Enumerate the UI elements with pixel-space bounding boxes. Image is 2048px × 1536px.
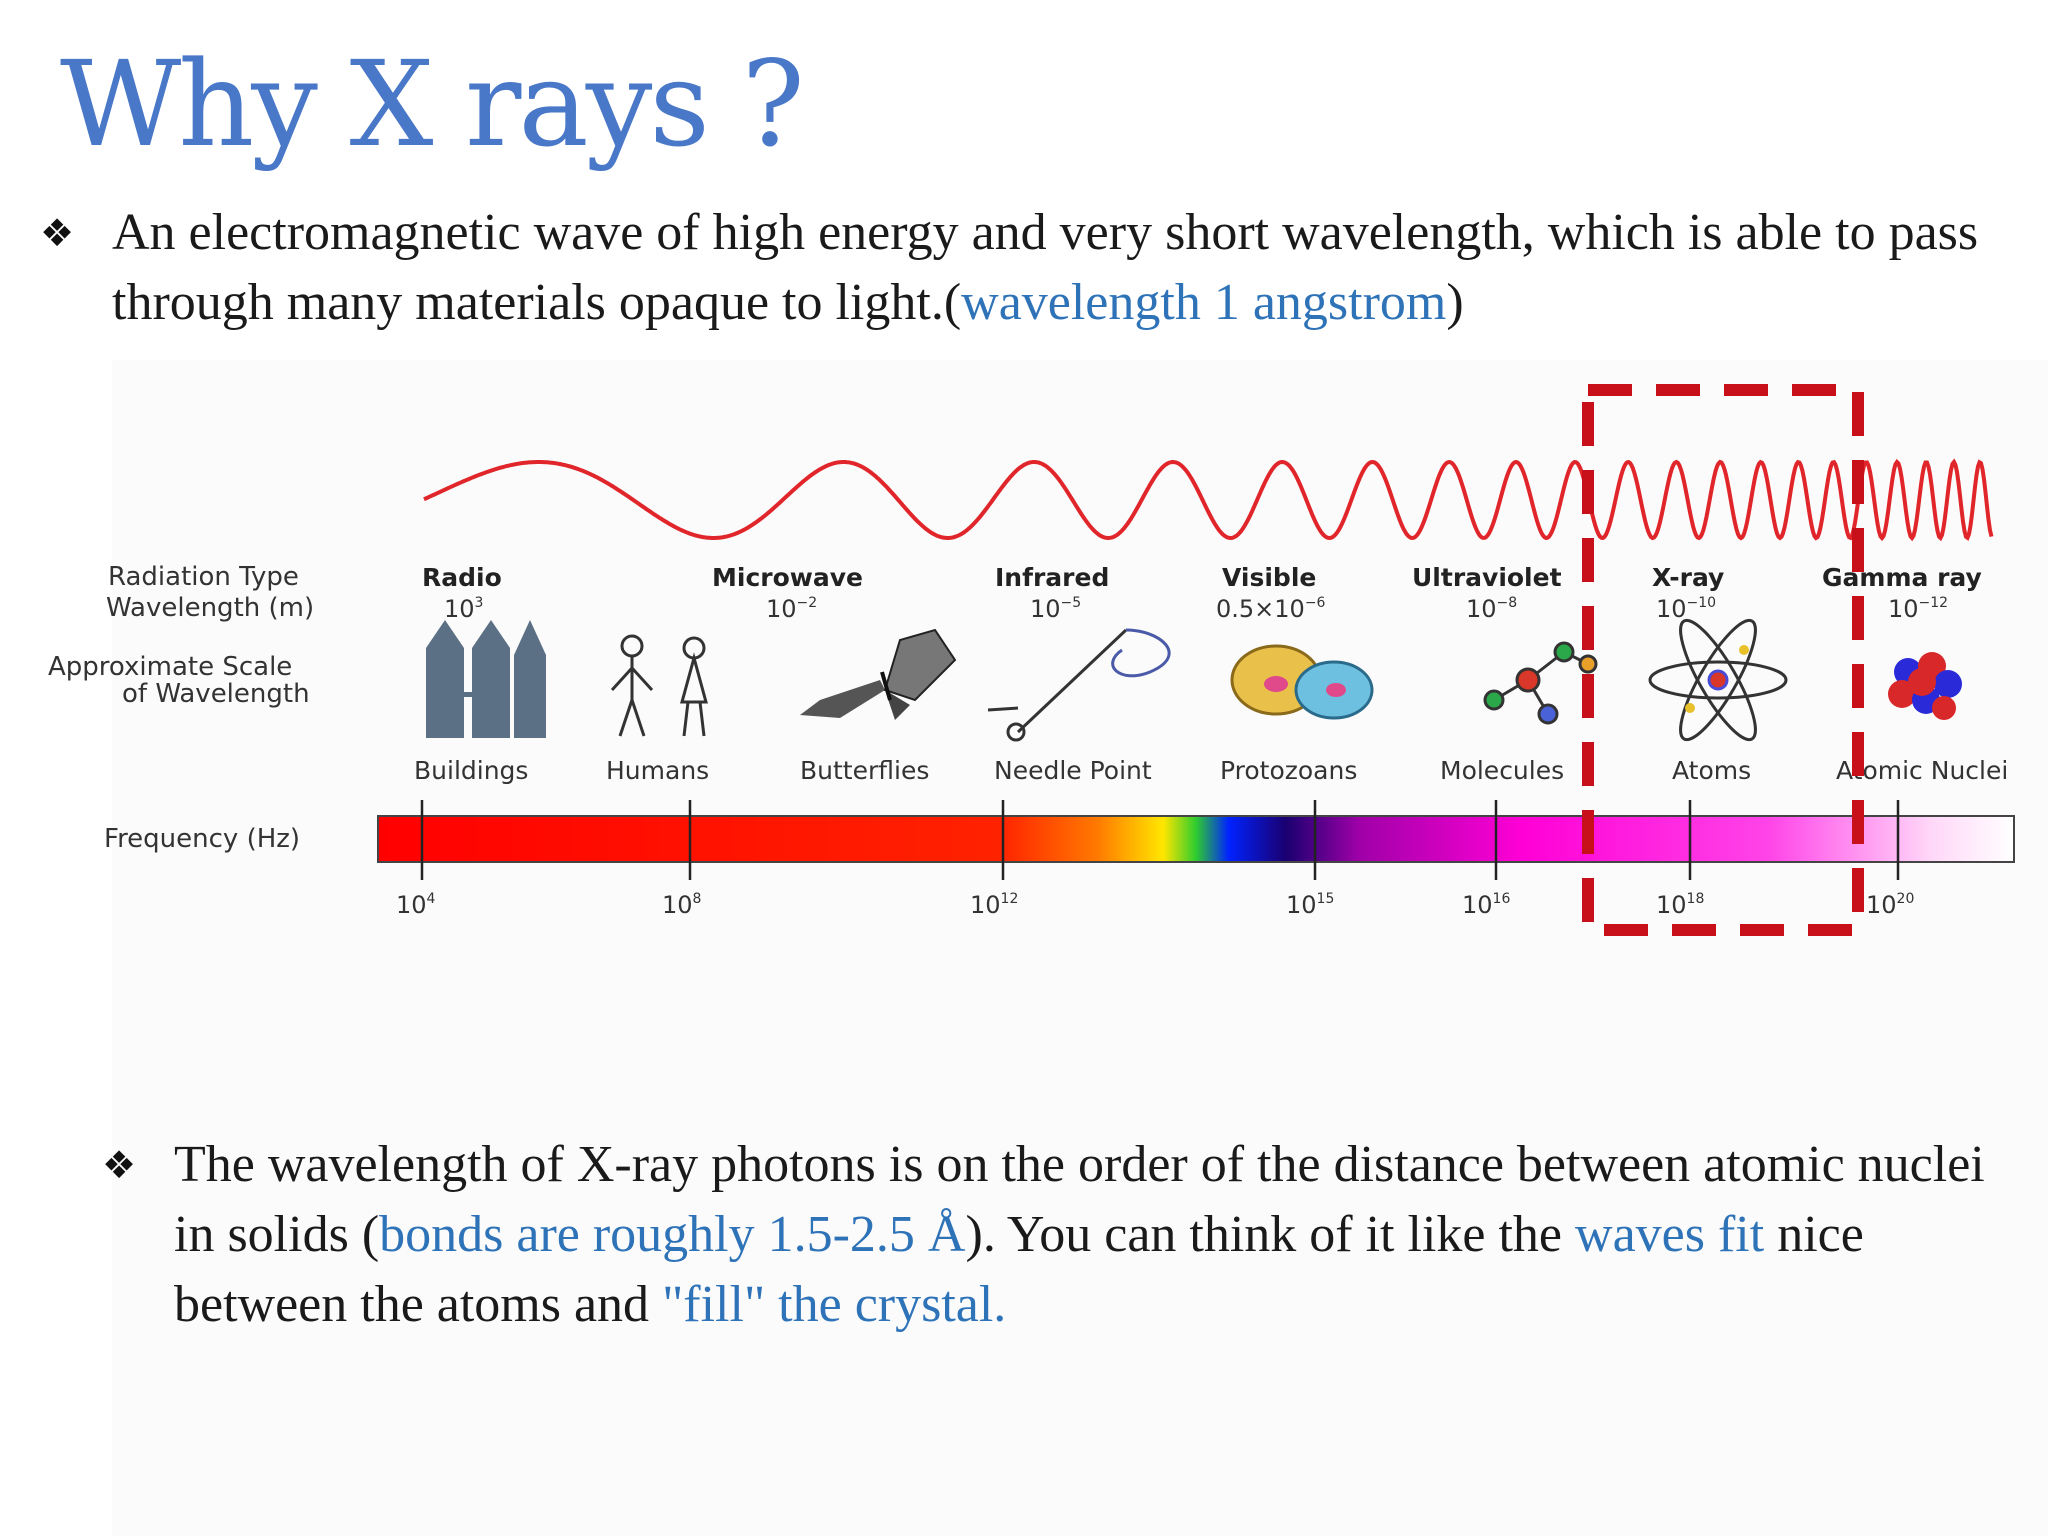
freq-label-10-16: 1016: [1462, 891, 1510, 919]
row-label-scale-1: Approximate Scale: [48, 652, 292, 682]
bullet-wavelength-scale: ❖ The wavelength of X-ray photons is on …: [102, 1130, 2002, 1340]
row-label-wavelength: Wavelength (m): [106, 593, 314, 623]
diamond-bullet-icon: ❖: [102, 1143, 137, 1187]
type-ultraviolet: Ultraviolet: [1412, 563, 1562, 592]
type-xray: X-ray: [1652, 563, 1724, 592]
wavelength-gamma: 10−12: [1888, 595, 1948, 623]
scale-butterflies: Butterflies: [800, 756, 929, 785]
type-radio: Radio: [422, 563, 502, 592]
wavelength-ultraviolet: 10−8: [1466, 595, 1517, 623]
wavelength-microwave: 10−2: [766, 595, 817, 623]
scale-buildings: Buildings: [414, 756, 528, 785]
bullet2-part2: ). You can think of it like the: [965, 1206, 1576, 1263]
freq-label-10-20: 1020: [1866, 891, 1914, 919]
bullet2-part3: nice between the atoms and: [174, 1206, 1864, 1333]
slide-title: Why X rays ?: [60, 35, 805, 173]
frequency-ticks: [420, 800, 1900, 880]
bullet-definition: ❖ An electromagnetic wave of high energy…: [40, 198, 2030, 338]
spectrum-panel: [112, 360, 2048, 1536]
freq-label-10-18: 1018: [1656, 891, 1704, 919]
molecule-icon: [1483, 641, 1598, 725]
scale-humans: Humans: [606, 756, 709, 785]
scale-protozoans: Protozoans: [1220, 756, 1357, 785]
scale-needle-point: Needle Point: [994, 756, 1152, 785]
freq-label-10-4: 104: [396, 891, 436, 919]
row-label-frequency: Frequency (Hz): [104, 824, 300, 854]
type-infrared: Infrared: [995, 563, 1109, 592]
wavelength-infrared: 10−5: [1030, 595, 1081, 623]
type-gamma: Gamma ray: [1822, 563, 1982, 592]
freq-label-10-12: 1012: [970, 891, 1018, 919]
wavelength-xray: 10−10: [1656, 595, 1716, 623]
atom-icon: [1648, 618, 1788, 742]
em-wave: [423, 458, 1994, 542]
type-visible: Visible: [1222, 563, 1316, 592]
bullet-definition-body: An electromagnetic wave of high energy a…: [112, 204, 1979, 331]
scale-atomic-nuclei: Atomic Nuclei: [1836, 756, 2008, 785]
buildings-icon: [426, 620, 546, 738]
bullet-definition-text: An electromagnetic wave of high energy a…: [40, 198, 2030, 338]
freq-label-10-8: 108: [662, 891, 701, 919]
wavelength-visible: 0.5×10−6: [1216, 595, 1326, 623]
wavelength-highlight: wavelength 1 angstrom: [961, 274, 1447, 331]
butterfly-icon: [800, 628, 957, 720]
bond-length-highlight: bonds are roughly 1.5-2.5 Å: [379, 1206, 966, 1263]
row-label-radiation-type: Radiation Type: [108, 562, 299, 592]
frequency-bar: [377, 815, 2015, 863]
fill-crystal-highlight: "fill" the crystal.: [662, 1276, 1007, 1333]
type-microwave: Microwave: [712, 563, 863, 592]
protozoan-icon: [1230, 644, 1374, 720]
waves-fit-highlight: waves fit: [1575, 1206, 1765, 1263]
diamond-bullet-icon: ❖: [40, 211, 75, 255]
bullet-definition-close: ): [1446, 274, 1464, 331]
nucleus-icon: [1888, 652, 1962, 720]
humans-icon: [610, 634, 708, 737]
bullet2-part1: The wavelength of X-ray photons is on th…: [174, 1136, 1985, 1263]
row-label-scale-2: of Wavelength: [122, 679, 310, 709]
scale-atoms: Atoms: [1672, 756, 1751, 785]
scale-molecules: Molecules: [1440, 756, 1564, 785]
freq-label-10-15: 1015: [1286, 891, 1334, 919]
wavelength-radio: 103: [444, 595, 483, 623]
bullet-wavelength-text: The wavelength of X-ray photons is on th…: [102, 1130, 2002, 1340]
needle-icon: [987, 628, 1171, 742]
